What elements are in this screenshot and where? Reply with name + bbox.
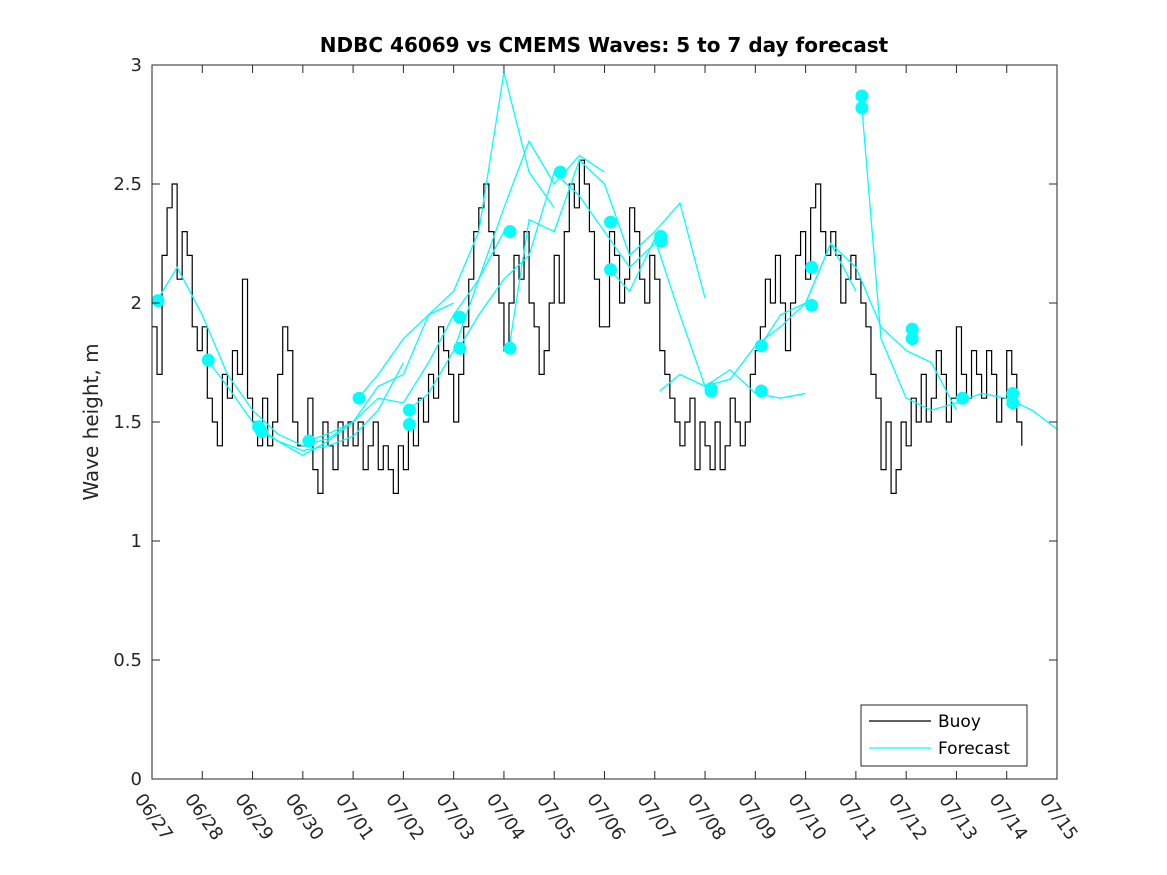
forecast-start-marker-29 (1006, 386, 1020, 400)
forecast-start-marker-2 (201, 353, 215, 367)
forecast-run-line-4 (307, 231, 505, 442)
forecast-start-marker-9 (453, 310, 467, 324)
y-tick-label: 2 (131, 293, 142, 314)
y-axis: 0 0.5 1 1.5 2 2.5 3 (113, 55, 1057, 790)
forecast-start-marker-8 (402, 417, 416, 431)
forecast-run-line-2 (206, 359, 404, 452)
forecast-start-marker-30 (1006, 396, 1020, 410)
y-tick-label: 0 (131, 769, 142, 790)
x-tick-label: 07/12 (884, 790, 931, 845)
x-tick-label: 07/04 (482, 790, 529, 845)
x-tick-label: 07/06 (582, 790, 629, 845)
forecast-run-line-9 (609, 237, 806, 399)
forecast-start-marker-23 (805, 298, 819, 312)
x-tick-label: 07/13 (934, 790, 981, 845)
plot-area (152, 71, 1057, 494)
forecast-start-marker-20 (754, 339, 768, 353)
forecast-start-marker-27 (905, 332, 919, 346)
x-tick-label: 07/03 (432, 790, 479, 845)
forecast-start-marker-17 (654, 234, 668, 248)
forecast-start-marker-28 (955, 391, 969, 405)
x-tick-label: 06/29 (230, 790, 277, 845)
x-tick-label: 06/27 (130, 790, 177, 845)
x-tick-label: 07/15 (1035, 790, 1082, 845)
forecast-start-marker-12 (503, 341, 517, 355)
forecast-start-marker-1 (152, 294, 165, 308)
forecast-start-marker-13 (553, 165, 567, 179)
forecast-run-line-8 (508, 159, 706, 349)
forecast-run-line-7 (458, 170, 656, 349)
forecast-start-marker-22 (805, 260, 819, 274)
legend: Buoy Forecast (860, 704, 1028, 767)
forecast-run-line-1 (156, 265, 354, 447)
x-tick-label: 07/02 (381, 790, 428, 845)
forecast-run-line-10 (659, 241, 857, 392)
forecast-start-marker-26 (905, 322, 919, 336)
y-tick-label: 3 (131, 55, 142, 76)
forecast-start-marker-19 (704, 384, 718, 398)
forecast-start-marker-10 (453, 341, 467, 355)
chart-title: NDBC 46069 vs CMEMS Waves: 5 to 7 day fo… (320, 33, 889, 57)
x-tick-label: 06/30 (281, 790, 328, 845)
x-tick-label: 07/08 (683, 790, 730, 845)
x-tick-label: 07/05 (532, 790, 579, 845)
forecast-start-marker-4 (255, 425, 269, 439)
forecast-start-marker-6 (352, 391, 366, 405)
forecast-run-line-3 (257, 302, 454, 457)
legend-forecast-label: Forecast (938, 739, 1010, 759)
forecast-run-line-12 (860, 95, 1057, 430)
forecast-run-line-6 (408, 139, 605, 411)
x-tick-label: 07/09 (733, 790, 780, 845)
x-tick-label: 07/14 (985, 790, 1032, 845)
forecast-run-line-11 (759, 242, 958, 411)
forecast-start-marker-7 (402, 403, 416, 417)
forecast-start-marker-25 (855, 101, 869, 115)
y-tick-label: 2.5 (113, 174, 142, 195)
x-tick-label: 07/01 (331, 790, 378, 845)
y-tick-label: 1.5 (113, 412, 142, 433)
forecast-start-marker-5 (302, 434, 316, 448)
forecast-start-marker-24 (855, 89, 869, 103)
buoy-series-line (152, 159, 1023, 494)
forecast-run-line-5 (357, 71, 555, 399)
y-tick-label: 0.5 (113, 650, 142, 671)
x-tick-label: 06/28 (180, 790, 227, 845)
y-tick-label: 1 (131, 531, 142, 552)
x-tick-label: 07/10 (784, 790, 831, 845)
x-tick-label: 07/11 (834, 790, 881, 845)
forecast-start-marker-14 (604, 215, 618, 229)
legend-buoy-label: Buoy (938, 712, 981, 732)
forecast-start-marker-15 (604, 263, 618, 277)
forecast-start-marker-11 (503, 225, 517, 239)
forecast-start-marker-21 (754, 384, 768, 398)
y-axis-label: Wave height, m (79, 343, 103, 500)
legend-box (860, 704, 1028, 767)
x-tick-label: 07/07 (633, 790, 680, 845)
